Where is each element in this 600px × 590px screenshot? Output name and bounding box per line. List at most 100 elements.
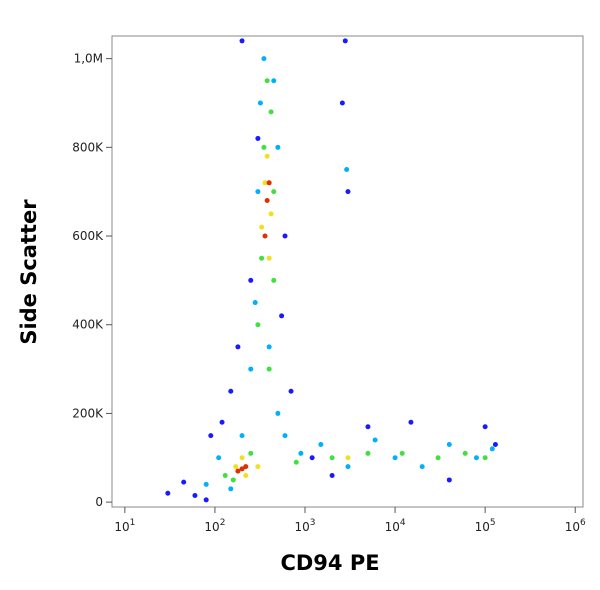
- point: [165, 490, 171, 496]
- point: [252, 300, 258, 306]
- x-tick-label: 105: [475, 518, 496, 534]
- point: [339, 100, 345, 106]
- point: [392, 455, 398, 461]
- x-tick-exponent: 2: [220, 518, 226, 528]
- point: [298, 450, 304, 456]
- point: [239, 38, 245, 44]
- point: [446, 441, 452, 447]
- point: [288, 388, 294, 394]
- point: [235, 344, 241, 350]
- point: [261, 56, 267, 62]
- x-tick-exponent: 4: [400, 518, 406, 528]
- x-tick-base: 10: [385, 520, 400, 534]
- plot-frame: [111, 35, 584, 508]
- point: [203, 481, 209, 487]
- point: [268, 109, 274, 115]
- point: [230, 477, 236, 483]
- x-tick-exponent: 1: [130, 518, 136, 528]
- y-axis-title: Side Scatter: [17, 199, 41, 345]
- point: [264, 153, 270, 159]
- point: [248, 450, 254, 456]
- point: [181, 479, 187, 485]
- y-tick-label: 800K: [72, 140, 104, 154]
- point: [365, 450, 371, 456]
- point: [264, 78, 270, 84]
- point: [482, 424, 488, 430]
- point: [435, 455, 441, 461]
- point: [271, 78, 277, 84]
- point: [261, 144, 267, 150]
- y-tick-label: 200K: [72, 406, 104, 420]
- x-tick-base: 10: [565, 520, 580, 534]
- y-tick-label: 600K: [72, 229, 104, 243]
- x-tick-label: 101: [114, 518, 135, 534]
- point: [262, 233, 268, 239]
- point: [271, 189, 277, 195]
- point: [329, 473, 335, 479]
- point: [257, 100, 263, 106]
- point: [266, 255, 272, 261]
- point: [248, 277, 254, 283]
- point: [248, 366, 254, 372]
- point: [255, 189, 261, 195]
- point: [268, 211, 274, 217]
- point: [345, 464, 351, 470]
- point: [275, 410, 281, 416]
- point: [372, 437, 378, 443]
- point: [365, 424, 371, 430]
- y-tick-label: 400K: [72, 318, 104, 332]
- point: [255, 464, 261, 470]
- point: [266, 344, 272, 350]
- point: [345, 189, 351, 195]
- point: [482, 455, 488, 461]
- point: [282, 433, 288, 439]
- x-tick-base: 10: [204, 520, 219, 534]
- x-axis-title: CD94 PE: [280, 551, 379, 575]
- point: [262, 180, 268, 186]
- point: [208, 433, 214, 439]
- point: [192, 492, 198, 498]
- point: [239, 466, 245, 472]
- point: [255, 322, 261, 328]
- point: [216, 455, 222, 461]
- point: [282, 233, 288, 239]
- point: [489, 446, 495, 452]
- point: [228, 388, 234, 394]
- point: [259, 224, 265, 230]
- point: [266, 180, 272, 186]
- point: [329, 455, 335, 461]
- point: [446, 477, 452, 483]
- x-tick-label: 102: [204, 518, 225, 534]
- point: [203, 497, 209, 503]
- point: [399, 450, 405, 456]
- point: [275, 144, 281, 150]
- point: [344, 166, 350, 172]
- x-tick-label: 106: [565, 518, 586, 534]
- point: [473, 455, 479, 461]
- y-tick-label: 1,0M: [74, 52, 103, 66]
- point: [342, 38, 348, 44]
- x-tick-exponent: 3: [310, 518, 316, 528]
- point: [255, 135, 261, 141]
- x-tick-base: 10: [114, 520, 129, 534]
- point: [239, 455, 245, 461]
- point: [408, 419, 414, 425]
- point: [419, 464, 425, 470]
- point: [279, 313, 285, 319]
- point: [228, 486, 234, 492]
- point: [293, 459, 299, 465]
- point: [271, 277, 277, 283]
- point: [264, 198, 270, 204]
- point: [259, 255, 265, 261]
- y-tick-label: 0: [95, 495, 103, 509]
- point: [239, 433, 245, 439]
- x-tick-exponent: 5: [490, 518, 496, 528]
- point: [309, 455, 315, 461]
- point: [233, 464, 239, 470]
- x-tick-base: 10: [294, 520, 309, 534]
- point: [492, 441, 498, 447]
- x-tick-label: 103: [294, 518, 315, 534]
- point: [462, 450, 468, 456]
- point: [222, 473, 228, 479]
